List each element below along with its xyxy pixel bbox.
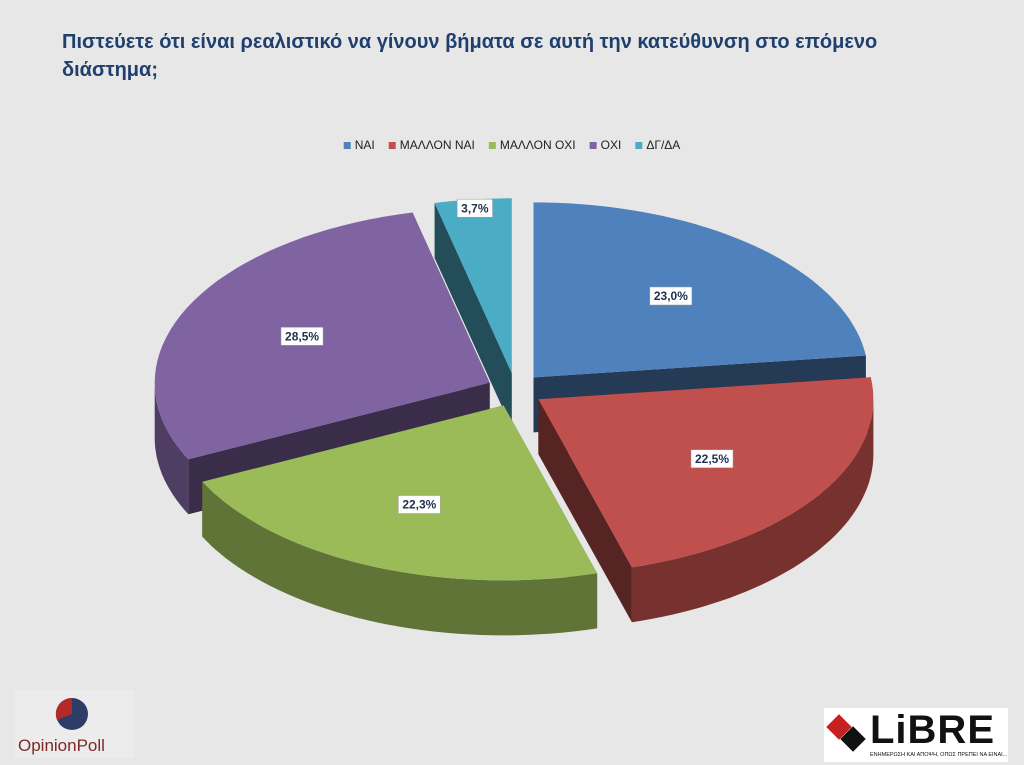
legend-label: ΝΑΙ	[355, 138, 375, 152]
data-label-box	[398, 495, 441, 514]
logo-shape	[840, 726, 866, 752]
data-label-box	[280, 327, 324, 346]
legend-swatch	[589, 142, 597, 149]
legend-label: ΔΓ/ΔΑ	[646, 138, 680, 152]
logo-right: LiBRE ΕΝΗΜΕΡΩΣΗ ΚΑΙ ΑΠΟΨΗ, ΟΠΩΣ ΠΡΕΠΕΙ Ν…	[824, 708, 1008, 762]
data-label-box	[649, 286, 693, 306]
slice	[434, 198, 512, 374]
legend-label: ΜΑΛΛΟΝ ΝΑΙ	[400, 138, 475, 152]
data-label: 28,5%	[285, 329, 319, 343]
logo-tagline: ΕΝΗΜΕΡΩΣΗ ΚΑΙ ΑΠΟΨΗ, ΟΠΩΣ ΠΡΕΠΕΙ ΝΑ ΕΙΝΑ…	[870, 752, 1008, 758]
logo-left: OpinionPoll	[14, 690, 134, 758]
legend-swatch	[388, 142, 396, 149]
slice-wall	[154, 382, 189, 515]
data-label: 22,3%	[402, 498, 436, 512]
legend-swatch	[343, 142, 351, 149]
legend-label: ΟΧΙ	[601, 138, 622, 152]
data-label: 23,0%	[654, 289, 688, 303]
slice	[538, 377, 874, 568]
data-label-box	[456, 198, 493, 218]
slice-side	[434, 203, 512, 429]
data-label: 3,7%	[461, 201, 489, 215]
logo-text: LiBRE	[870, 708, 995, 752]
slice-wall	[631, 399, 874, 623]
legend-label: ΜΑΛΛΟΝ ΟΧΙ	[500, 138, 576, 152]
data-label-box	[690, 449, 734, 469]
slice	[533, 202, 866, 378]
logo-icon	[55, 697, 88, 730]
logo-text: OpinionPoll	[18, 736, 105, 755]
slice-wall	[202, 481, 598, 636]
logo-shape	[826, 714, 852, 740]
chart-title: Πιστεύετε ότι είναι ρεαλιστικό να γίνουν…	[62, 31, 878, 81]
logo-wedge	[55, 697, 72, 720]
legend-swatch	[635, 142, 643, 149]
legend-swatch	[488, 142, 496, 149]
data-label: 22,5%	[695, 452, 729, 466]
logo-icon	[826, 714, 866, 752]
slice	[202, 405, 598, 581]
slice-side	[538, 399, 632, 623]
